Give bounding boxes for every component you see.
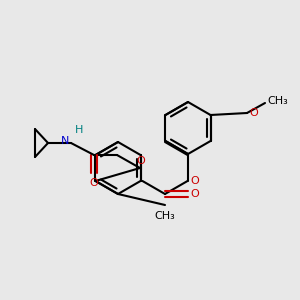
Text: CH₃: CH₃ bbox=[154, 211, 176, 221]
Text: CH₃: CH₃ bbox=[267, 96, 288, 106]
Text: O: O bbox=[249, 108, 258, 118]
Text: O: O bbox=[190, 189, 199, 199]
Text: H: H bbox=[75, 125, 83, 135]
Text: O: O bbox=[190, 176, 199, 186]
Text: O: O bbox=[136, 156, 146, 166]
Text: N: N bbox=[61, 136, 69, 146]
Text: O: O bbox=[90, 178, 98, 188]
